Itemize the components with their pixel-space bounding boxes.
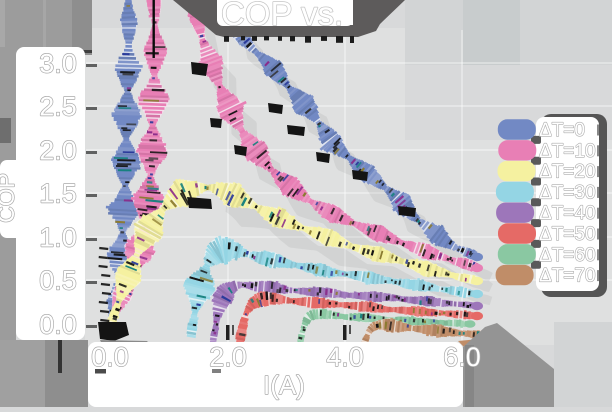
- svg-text:ΔT=0: ΔT=0: [539, 120, 585, 141]
- svg-text:ΔT=60: ΔT=60: [539, 245, 596, 266]
- svg-text:2.0: 2.0: [209, 342, 247, 372]
- svg-text:3.0: 3.0: [39, 49, 77, 79]
- svg-text:2.0: 2.0: [39, 136, 77, 166]
- svg-text:ΔT=70: ΔT=70: [539, 266, 596, 287]
- svg-text:ΔT=30: ΔT=30: [539, 182, 596, 203]
- svg-text:1.5: 1.5: [39, 179, 77, 209]
- svg-text:0.0: 0.0: [91, 342, 129, 372]
- svg-text:4.0: 4.0: [326, 342, 364, 372]
- svg-text:I(A): I(A): [263, 370, 305, 400]
- svg-text:ΔT=10: ΔT=10: [539, 141, 596, 162]
- svg-text:COP vs.: COP vs.: [221, 0, 343, 32]
- svg-text:ΔT=20: ΔT=20: [539, 162, 596, 183]
- svg-text:ΔT=40: ΔT=40: [539, 203, 596, 224]
- svg-text:ΔT=50: ΔT=50: [539, 224, 596, 245]
- svg-text:1.0: 1.0: [39, 223, 77, 253]
- svg-text:0.0: 0.0: [39, 310, 77, 340]
- svg-text:2.5: 2.5: [39, 92, 77, 122]
- svg-text:6.0: 6.0: [443, 342, 481, 372]
- svg-text:COP: COP: [0, 173, 19, 223]
- svg-text:0.5: 0.5: [39, 266, 77, 296]
